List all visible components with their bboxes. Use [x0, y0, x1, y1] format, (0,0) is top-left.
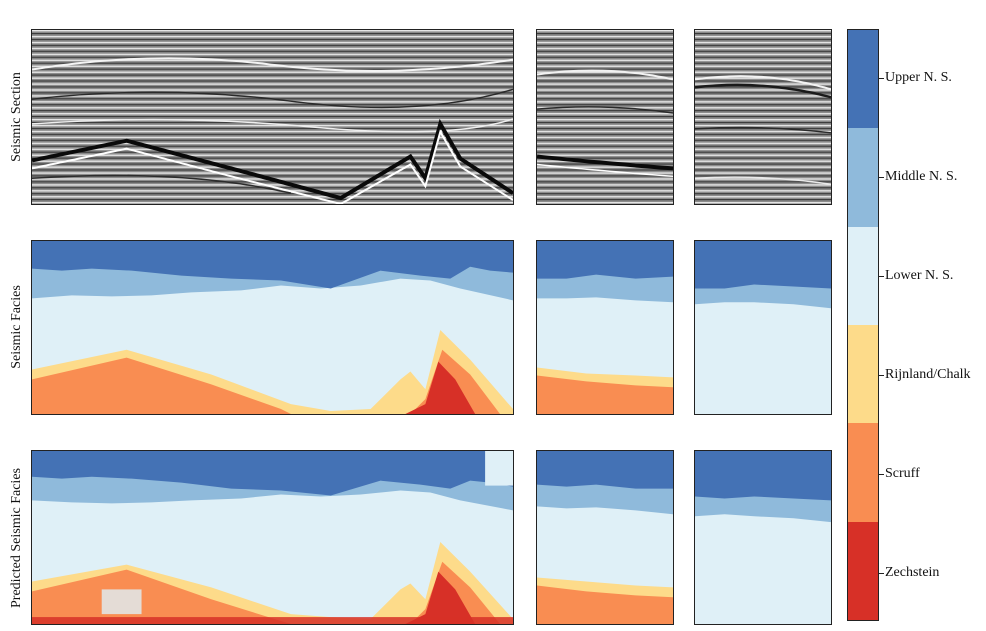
colorbar-segment-lower-ns: [848, 226, 878, 325]
colorbar-tick: [879, 78, 884, 79]
seismic-facies-panel-2: [536, 240, 674, 415]
row-label-predicted-seismic-facies: Predicted Seismic Facies: [9, 468, 24, 608]
seismic-section-panel-1: [31, 29, 514, 205]
colorbar-tick: [879, 573, 884, 574]
legend-label-scruff: Scruff: [885, 466, 920, 481]
legend-label-zechstein: Zechstein: [885, 565, 940, 580]
legend-label-middle-ns: Middle N. S.: [885, 169, 958, 184]
legend-label-rijnland-chalk: Rijnland/Chalk: [885, 367, 971, 382]
colorbar-segment-middle-ns: [848, 128, 878, 227]
facies-colorbar: [847, 29, 879, 621]
colorbar-tick: [879, 276, 884, 277]
colorbar-segment-zechstein: [848, 521, 878, 620]
colorbar-tick: [879, 177, 884, 178]
predicted-facies-panel-2: [536, 450, 674, 625]
colorbar-tick: [879, 474, 884, 475]
legend-label-upper-ns: Upper N. S.: [885, 70, 952, 85]
seismic-section-panel-3: [694, 29, 832, 205]
colorbar-tick: [879, 375, 884, 376]
row-label-seismic-section: Seismic Section: [9, 72, 24, 162]
seismic-facies-panel-3: [694, 240, 832, 415]
predicted-facies-panel-1: [31, 450, 514, 625]
predicted-facies-panel-3: [694, 450, 832, 625]
seismic-section-panel-2: [536, 29, 674, 205]
legend-label-lower-ns: Lower N. S.: [885, 268, 954, 283]
colorbar-segment-upper-ns: [848, 30, 878, 129]
colorbar-segment-scruff: [848, 423, 878, 522]
colorbar-segment-rijnland-chalk: [848, 324, 878, 424]
seismic-facies-panel-1: [31, 240, 514, 415]
row-label-seismic-facies: Seismic Facies: [9, 285, 24, 369]
